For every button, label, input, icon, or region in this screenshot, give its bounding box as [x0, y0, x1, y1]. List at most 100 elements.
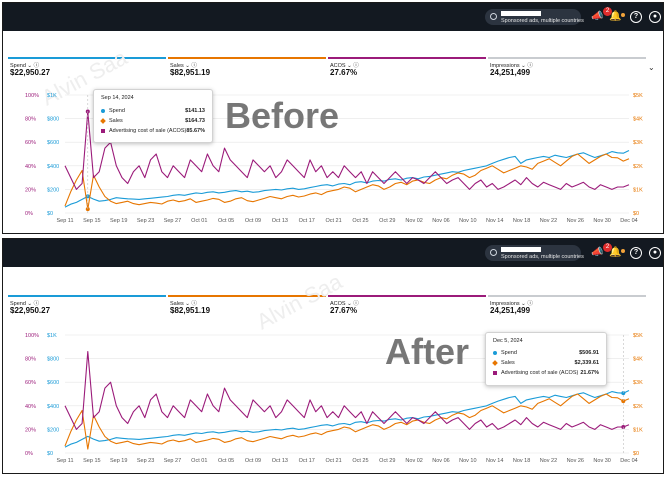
spend-series-line: [64, 390, 630, 448]
metric-impressions-label: Impressions ⌄ ⓘ: [490, 301, 533, 307]
before-label: Before: [225, 95, 340, 136]
pct-axis-tick: 80%: [25, 357, 36, 363]
spend-series-line: [64, 150, 630, 208]
pct-axis-tick: 100%: [25, 333, 39, 339]
pct-axis-tick: 0%: [25, 211, 33, 217]
after-label: After: [385, 331, 470, 372]
spend-axis-tick: $1K: [47, 333, 57, 339]
x-axis-tick: Oct 21: [325, 218, 341, 224]
acos-series-line: [64, 350, 630, 430]
chevron-down-icon[interactable]: ⌄: [648, 63, 655, 72]
pct-axis-tick: 80%: [25, 117, 36, 123]
sales-axis-tick: $5K: [633, 333, 643, 339]
spend-axis-tick: $400: [47, 404, 59, 410]
tooltip-row-name: Advertising cost of sale (ACOS): [501, 370, 579, 376]
redacted-account-name: [501, 247, 541, 252]
alert-dot: [621, 13, 625, 17]
metric-impressions-value: 24,251,499: [490, 68, 531, 77]
spend-axis-tick: $1K: [47, 93, 57, 99]
x-axis-tick: Nov 26: [567, 458, 584, 464]
x-axis-tick: Oct 29: [379, 218, 395, 224]
x-axis-tick: Nov 10: [459, 218, 476, 224]
sales-series-line: [64, 153, 630, 210]
account-scope-label: Sponsored ads, multiple countries: [501, 254, 584, 260]
x-axis-tick: Nov 02: [405, 458, 422, 464]
tooltip-date: Dec 5, 2024: [493, 338, 523, 344]
tooltip-row-spend: Spend $506.91: [493, 350, 599, 357]
help-icon[interactable]: ?: [630, 247, 642, 259]
globe-icon: [490, 13, 497, 20]
tooltip-row-acos: Advertising cost of sale (ACOS) 21.67%: [493, 370, 599, 377]
metric-sales[interactable]: Sales ⌄ ⓘ $82,951.19: [168, 57, 326, 81]
tooltip-row-acos: Advertising cost of sale (ACOS) 85.67%: [101, 128, 205, 135]
metric-spend[interactable]: Spend ⌄ ⓘ $22,950.27: [8, 295, 166, 319]
metric-acos-label: ACOS ⌄ ⓘ: [330, 301, 359, 307]
metric-acos-bar: [328, 295, 486, 297]
x-axis-tick: Nov 30: [593, 218, 610, 224]
tooltip-row-value: 85.67%: [186, 128, 205, 134]
metric-spend[interactable]: Spend ⌄ ⓘ $22,950.27: [8, 57, 166, 81]
metric-spend-label: Spend ⌄ ⓘ: [10, 301, 40, 307]
sales-axis-tick: $1K: [633, 187, 643, 193]
x-axis-tick: Sep 27: [164, 218, 181, 224]
x-axis-tick: Sep 27: [164, 458, 181, 464]
metric-spend-label: Spend ⌄ ⓘ: [10, 63, 40, 69]
x-axis-tick: Dec 04: [620, 458, 637, 464]
x-axis-tick: Nov 14: [486, 218, 503, 224]
tooltip-row-sales: Sales $2,339.61: [492, 360, 599, 367]
user-icon[interactable]: ●: [649, 247, 661, 259]
metric-sales[interactable]: Sales ⌄ ⓘ $82,951.19: [168, 295, 326, 319]
sales-series-hover-point: [621, 399, 626, 404]
x-axis-tick: Nov 10: [459, 458, 476, 464]
metric-acos-bar: [328, 57, 486, 59]
x-axis-tick: Nov 30: [593, 458, 610, 464]
bell-icon[interactable]: 🔔: [609, 247, 622, 258]
sales-axis-tick: $4K: [633, 357, 643, 363]
metric-impressions[interactable]: Impressions ⌄ ⓘ 24,251,499: [488, 57, 646, 81]
x-axis-tick: Nov 26: [567, 218, 584, 224]
metric-sales-value: $82,951.19: [170, 306, 211, 315]
metric-impressions[interactable]: Impressions ⌄ ⓘ 24,251,499: [488, 295, 646, 319]
megaphone-icon[interactable]: 📣: [591, 11, 604, 22]
sales-axis-tick: $5K: [633, 93, 643, 99]
user-icon[interactable]: ●: [649, 11, 661, 23]
x-axis-tick: Nov 14: [486, 458, 503, 464]
spend-axis-tick: $0: [47, 211, 53, 217]
spend-axis-tick: $800: [47, 357, 59, 363]
pct-axis-tick: 60%: [25, 380, 36, 386]
sales-axis-tick: $0: [633, 451, 639, 457]
metric-acos[interactable]: ACOS ⌄ ⓘ 27.67%: [328, 295, 486, 319]
account-selector[interactable]: Sponsored ads, multiple countries: [485, 9, 584, 25]
pct-axis-tick: 40%: [25, 404, 36, 410]
bell-icon[interactable]: 🔔: [609, 11, 622, 22]
tooltip-row-spend: Spend $141.13: [101, 108, 205, 115]
tooltip-row-sales: Sales $164.73: [100, 118, 205, 125]
sales-axis-tick: $3K: [633, 380, 643, 386]
x-axis-tick: Oct 25: [352, 458, 368, 464]
metric-spend-value: $22,950.27: [10, 68, 51, 77]
x-axis-tick: Oct 21: [325, 458, 341, 464]
x-axis-tick: Oct 01: [191, 218, 207, 224]
spend-axis-tick: $800: [47, 117, 59, 123]
sales-swatch: [492, 360, 498, 366]
tooltip-row-value: $2,339.61: [574, 360, 599, 366]
x-axis-tick: Sep 15: [83, 458, 100, 464]
chart-tooltip-before: Sep 14, 2024 Spend $141.13 Sales $164.73…: [93, 89, 213, 143]
spend-axis-tick: $600: [47, 140, 59, 146]
metric-acos[interactable]: ACOS ⌄ ⓘ 27.67%: [328, 57, 486, 81]
x-axis-tick: Nov 22: [540, 458, 557, 464]
tooltip-row-value: $141.13: [185, 108, 205, 114]
alert-dot: [621, 249, 625, 253]
x-axis-tick: Oct 13: [272, 218, 288, 224]
x-axis-tick: Oct 01: [191, 458, 207, 464]
account-selector[interactable]: Sponsored ads, multiple countries: [485, 245, 584, 261]
help-icon[interactable]: ?: [630, 11, 642, 23]
x-axis-tick: Oct 17: [299, 458, 315, 464]
tooltip-row-name: Sales: [501, 360, 515, 366]
tooltip-row-name: Spend: [501, 350, 517, 356]
sales-axis-tick: $1K: [633, 427, 643, 433]
sales-axis-tick: $0: [633, 211, 639, 217]
megaphone-icon[interactable]: 📣: [591, 247, 604, 258]
tooltip-row-value: $164.73: [185, 118, 205, 124]
x-axis-tick: Oct 29: [379, 458, 395, 464]
